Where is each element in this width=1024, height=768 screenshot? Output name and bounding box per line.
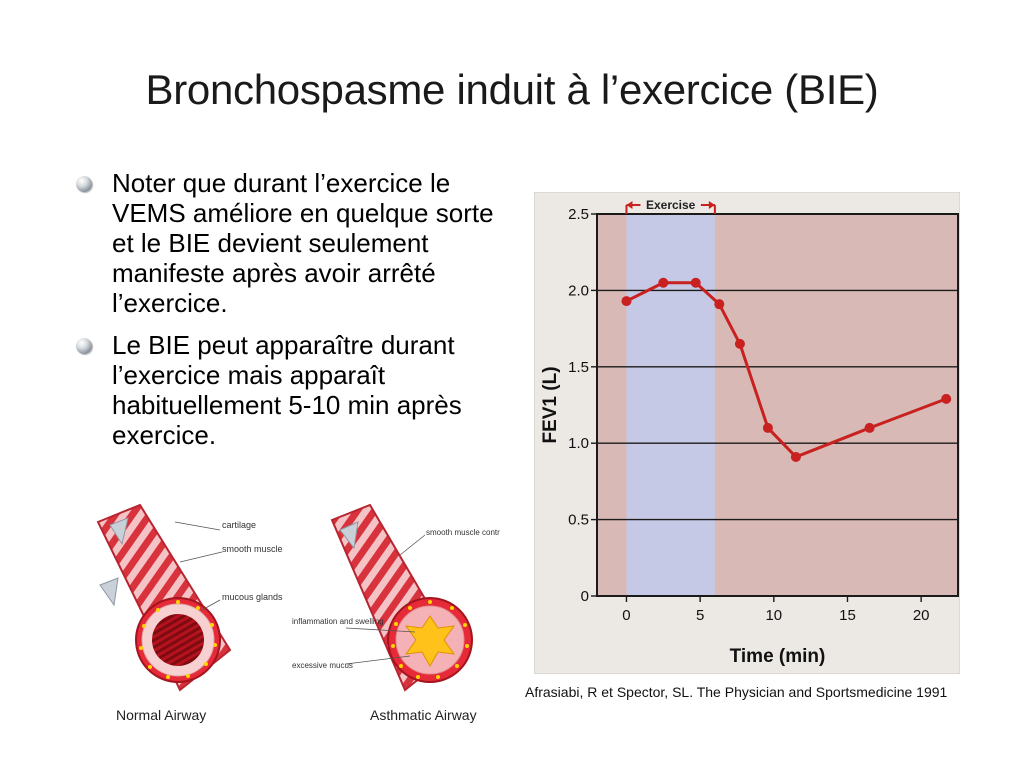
data-points [621, 277, 952, 462]
bullet-icon [76, 176, 92, 192]
bullet-item: Noter que durant l’exercice le VEMS amél… [76, 168, 506, 318]
data-point [790, 451, 801, 462]
airway-illustration: cartilage smooth muscle mucous glands No… [96, 503, 500, 723]
bullet-icon [76, 338, 92, 354]
asthmatic-airway: smooth muscle contract inflammation and … [292, 503, 500, 723]
exercise-band [626, 214, 715, 596]
fev1-chart: 0 0.5 1.0 1.5 2.0 2.5 0 5 10 15 20 Exercise Time … [534, 192, 960, 674]
y-tick-label: 0.5 [568, 512, 589, 529]
exercise-label: Exercise [646, 198, 696, 212]
x-axis: 0 5 10 15 20 [622, 596, 930, 624]
plot-frame [596, 213, 959, 597]
data-point [941, 393, 952, 404]
citation: Afrasiabi, R et Spector, SL. The Physici… [525, 684, 948, 700]
normal-airway-caption: Normal Airway [116, 707, 206, 723]
exercise-marker [625, 201, 716, 214]
y-tick-label: 1.5 [568, 359, 589, 376]
y-tick-label: 2.0 [568, 282, 589, 299]
data-point [621, 296, 632, 307]
slide-title: Bronchospasme induit à l’exercice (BIE) [145, 66, 879, 113]
x-tick-label: 5 [696, 607, 704, 624]
asthmatic-label-2: inflammation and swelling [292, 617, 384, 626]
normal-label-1: cartilage [222, 520, 256, 530]
data-point [714, 299, 725, 310]
x-tick-label: 10 [765, 607, 782, 624]
y-tick-label: 0 [581, 588, 589, 605]
data-point [864, 422, 875, 433]
x-tick-label: 20 [913, 607, 930, 624]
data-point [690, 277, 701, 288]
bullet-list: Noter que durant l’exercice le VEMS amél… [76, 168, 506, 462]
exercise-arrow-left [626, 201, 633, 209]
normal-label-2: smooth muscle [222, 544, 283, 554]
data-point [762, 422, 773, 433]
data-point [734, 338, 745, 349]
bullet-text: Noter que durant l’exercice le VEMS amél… [112, 168, 494, 318]
x-tick-label: 15 [839, 607, 856, 624]
asthmatic-label-1: smooth muscle contract [426, 528, 500, 537]
asthmatic-airway-caption: Asthmatic Airway [370, 707, 477, 723]
y-tick-label: 1.0 [568, 435, 589, 452]
normal-label-3: mucous glands [222, 592, 283, 602]
bullet-item: Le BIE peut apparaître durant l’exercice… [76, 330, 506, 450]
exercise-arrow-right [708, 201, 715, 209]
y-axis-label: FEV1 (L) [540, 366, 561, 443]
x-tick-label: 0 [622, 607, 630, 624]
bullet-text: Le BIE peut apparaître durant l’exercice… [112, 330, 462, 450]
y-tick-label: 2.5 [568, 206, 589, 223]
asthmatic-label-3: excessive mucus [292, 661, 353, 670]
x-axis-label: Time (min) [730, 646, 826, 667]
data-point [658, 277, 669, 288]
normal-airway: cartilage smooth muscle mucous glands No… [96, 503, 283, 723]
